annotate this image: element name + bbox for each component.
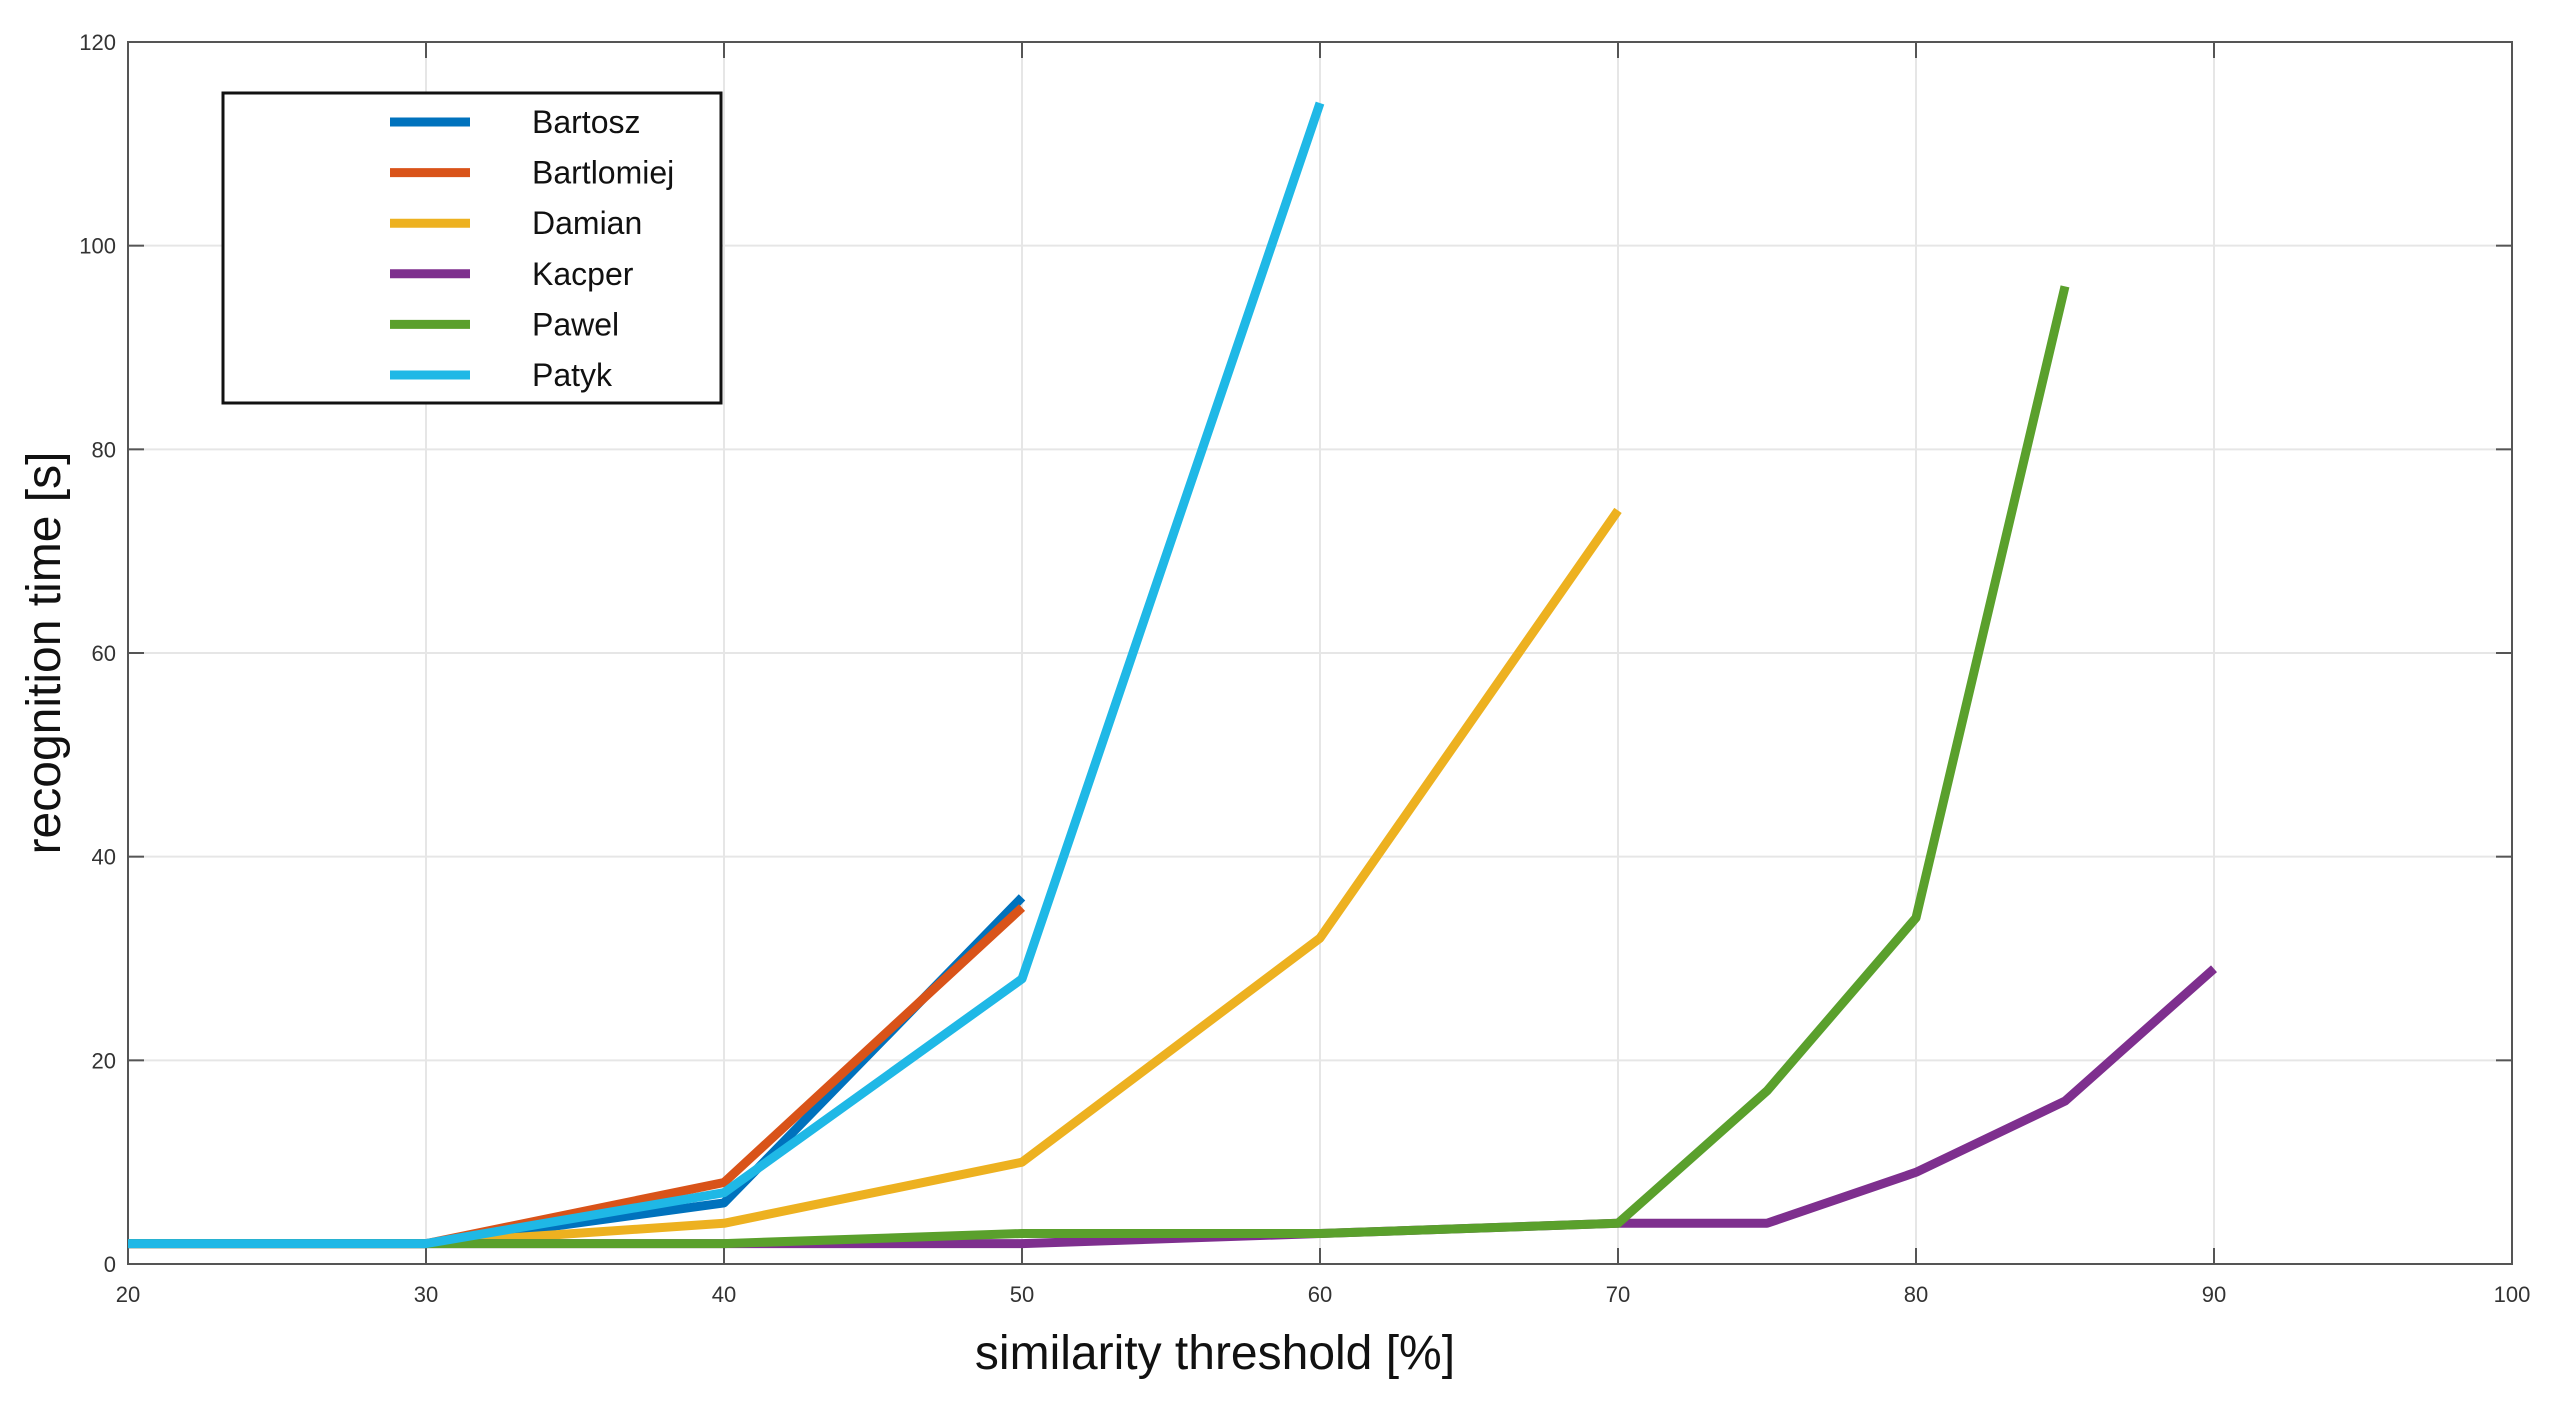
series-line-patyk (128, 101, 1325, 1249)
legend-label-kacper: Kacper (532, 256, 634, 292)
y-tick-label: 120 (79, 30, 116, 55)
y-axis-label: recognition time [s] (18, 452, 71, 855)
x-tick-label: 80 (1904, 1282, 1928, 1307)
legend-label-patyk: Patyk (532, 357, 613, 393)
y-tick-label: 80 (92, 437, 116, 462)
y-tick-label: 20 (92, 1048, 116, 1073)
x-tick-label: 60 (1308, 1282, 1332, 1307)
x-axis-label: similarity threshold [%] (975, 1327, 1455, 1380)
x-tick-label: 50 (1010, 1282, 1034, 1307)
x-tick-label: 40 (712, 1282, 736, 1307)
legend-label-damian: Damian (532, 205, 642, 241)
legend-label-bartosz: Bartosz (532, 104, 640, 140)
legend-label-bartlomiej: Bartlomiej (532, 155, 674, 191)
y-tick-label: 60 (92, 641, 116, 666)
x-tick-label: 90 (2202, 1282, 2226, 1307)
legend-label-pawel: Pawel (532, 306, 619, 342)
series-line-pawel (128, 285, 2070, 1249)
legend: Bartosz Bartlomiej Damian Kacper Pawel Patyk (221, 91, 723, 405)
y-tick-label: 40 (92, 845, 116, 870)
x-tick-label: 20 (116, 1282, 140, 1307)
y-tick-label: 100 (79, 234, 116, 259)
x-tick-label: 70 (1606, 1282, 1630, 1307)
x-tick-label: 30 (414, 1282, 438, 1307)
x-tick-label: 100 (2494, 1282, 2531, 1307)
y-tick-label: 0 (104, 1252, 116, 1277)
legend-box (221, 91, 723, 405)
series-lines (128, 101, 2217, 1249)
